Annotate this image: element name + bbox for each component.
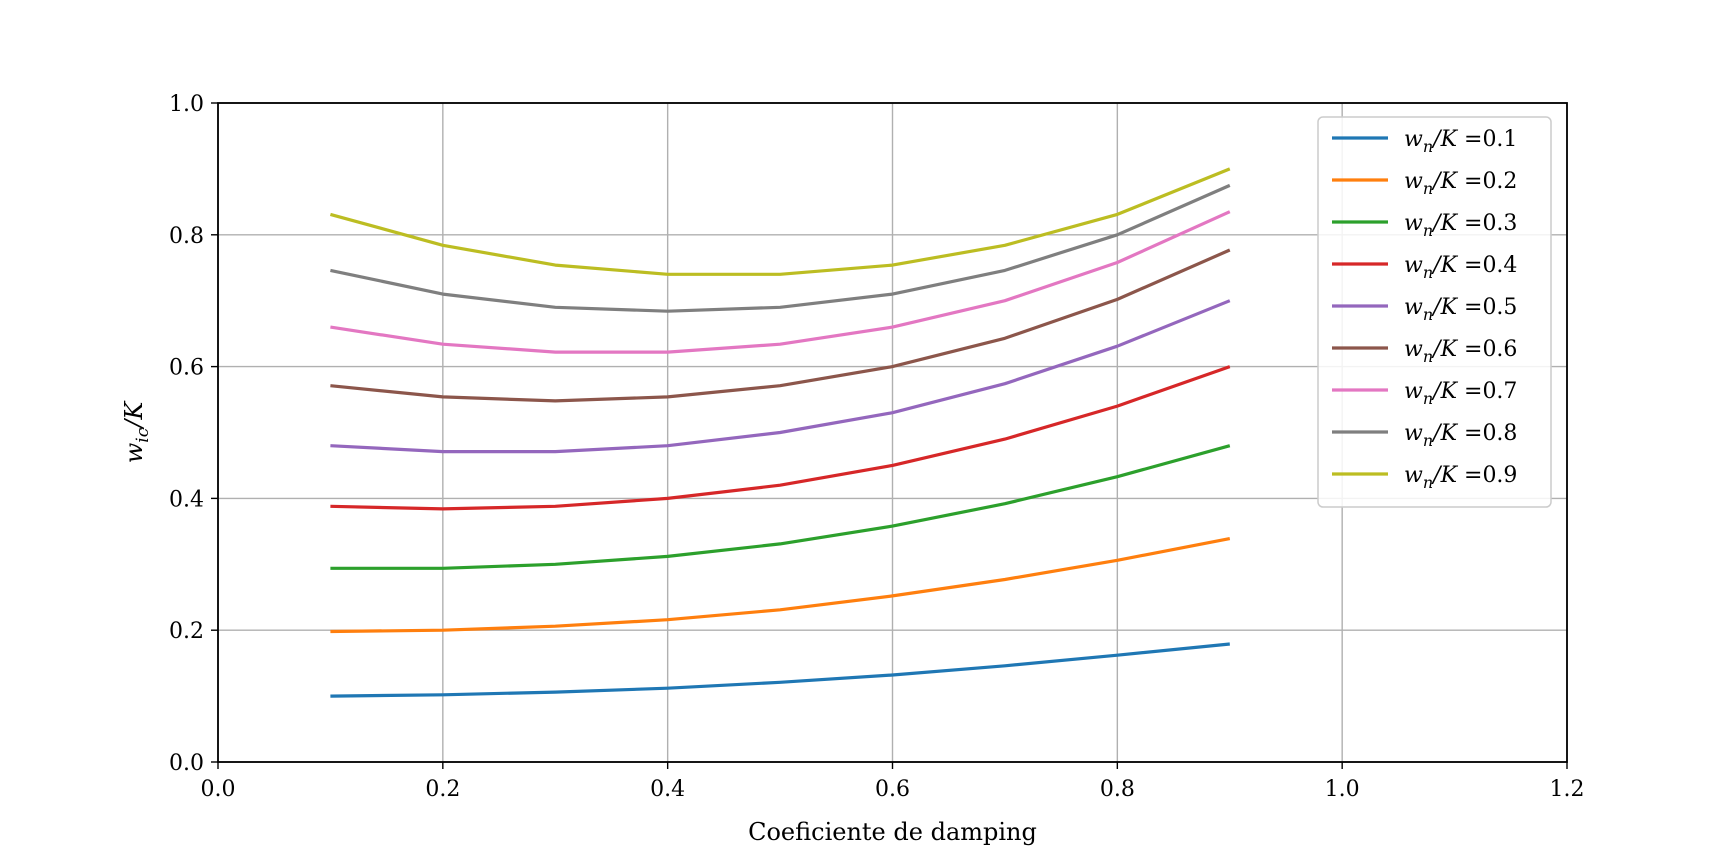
legend-prefix-main: w (1404, 463, 1423, 488)
series-line-0.1 (330, 642, 1230, 698)
legend-prefix-tail: /K = (1431, 379, 1482, 404)
legend-entry: wn/K =0.1 (1404, 127, 1517, 156)
legend-prefix-sub: n (1423, 221, 1433, 240)
y-tick-label: 0.4 (169, 487, 204, 512)
legend-value: 0.9 (1482, 463, 1517, 488)
y-label-main: w (120, 442, 148, 463)
x-tick-label: 1.2 (1550, 777, 1585, 802)
legend-prefix-sub: n (1423, 431, 1433, 450)
legend-prefix-tail: /K = (1431, 463, 1482, 488)
legend-prefix-main: w (1404, 295, 1423, 320)
y-tick-label: 0.0 (169, 751, 204, 776)
legend-prefix-tail: /K = (1431, 253, 1482, 278)
y-tick-label: 1.0 (169, 92, 204, 117)
legend-prefix-sub: n (1423, 389, 1433, 408)
legend-prefix-sub: n (1423, 137, 1433, 156)
series-line-0.8 (330, 183, 1231, 313)
legend-value: 0.1 (1482, 127, 1517, 152)
legend-prefix-tail: /K = (1431, 127, 1482, 152)
legend-value: 0.6 (1482, 337, 1517, 362)
y-label-sub: ic (133, 427, 153, 442)
legend-entry: wn/K =0.7 (1404, 379, 1517, 408)
x-tick-label: 0.0 (201, 777, 236, 802)
series-line-0.3 (330, 444, 1231, 570)
legend-prefix-tail: /K = (1431, 169, 1482, 194)
legend-prefix-tail: /K = (1431, 421, 1482, 446)
legend-prefix-main: w (1404, 379, 1423, 404)
legend-value: 0.8 (1482, 421, 1517, 446)
legend-prefix-tail: /K = (1431, 337, 1482, 362)
axis-ticks: 0.0 0.2 0.4 0.6 0.8 1.0 1.2 0.0 0.2 0.4 0.6 0.8 1.0 (169, 92, 1585, 802)
legend-entry: wn/K =0.3 (1404, 211, 1517, 240)
legend-prefix-sub: n (1423, 473, 1433, 492)
series-line-0.5 (330, 299, 1231, 454)
legend-entry: wn/K =0.2 (1404, 169, 1517, 198)
legend: wn/K =0.1wn/K =0.2wn/K =0.3wn/K =0.4wn/K… (1317, 116, 1552, 508)
legend-prefix-sub: n (1423, 179, 1433, 198)
series-line-0.6 (330, 248, 1231, 403)
series-lines (329, 167, 1231, 698)
legend-prefix-main: w (1404, 421, 1423, 446)
x-tick-label: 0.4 (650, 777, 685, 802)
legend-value: 0.5 (1482, 295, 1517, 320)
legend-entry: wn/K =0.6 (1404, 337, 1517, 366)
legend-prefix-tail: /K = (1431, 295, 1482, 320)
legend-prefix-sub: n (1423, 263, 1433, 282)
series-line-0.7 (330, 210, 1231, 354)
x-tick-label: 0.2 (425, 777, 460, 802)
x-tick-label: 0.8 (1100, 777, 1135, 802)
legend-entry: wn/K =0.5 (1404, 295, 1517, 324)
series-line-0.9 (329, 167, 1231, 276)
legend-prefix-tail: /K = (1431, 211, 1482, 236)
x-tick-label: 0.6 (875, 777, 910, 802)
y-tick-label: 0.2 (169, 619, 204, 644)
series-line-0.4 (330, 365, 1231, 511)
legend-prefix-main: w (1404, 127, 1423, 152)
y-tick-label: 0.6 (169, 356, 204, 381)
legend-prefix-main: w (1404, 169, 1423, 194)
y-axis-label: wic/K (120, 400, 153, 464)
legend-prefix-main: w (1404, 337, 1423, 362)
legend-box (1317, 116, 1552, 508)
legend-value: 0.4 (1482, 253, 1517, 278)
x-tick-label: 1.0 (1325, 777, 1360, 802)
legend-prefix-sub: n (1423, 347, 1433, 366)
legend-prefix-main: w (1404, 211, 1423, 236)
legend-value: 0.3 (1482, 211, 1517, 236)
legend-entry: wn/K =0.4 (1404, 253, 1517, 282)
legend-entry: wn/K =0.9 (1404, 463, 1517, 492)
x-axis-label: Coeficiente de damping (748, 818, 1037, 846)
legend-entry: wn/K =0.8 (1404, 421, 1517, 450)
legend-prefix-main: w (1404, 253, 1423, 278)
legend-value: 0.7 (1482, 379, 1517, 404)
legend-value: 0.2 (1482, 169, 1517, 194)
y-tick-label: 0.8 (169, 224, 204, 249)
series-line-0.2 (330, 537, 1231, 634)
y-label-tail: /K (120, 400, 148, 430)
legend-prefix-sub: n (1423, 305, 1433, 324)
